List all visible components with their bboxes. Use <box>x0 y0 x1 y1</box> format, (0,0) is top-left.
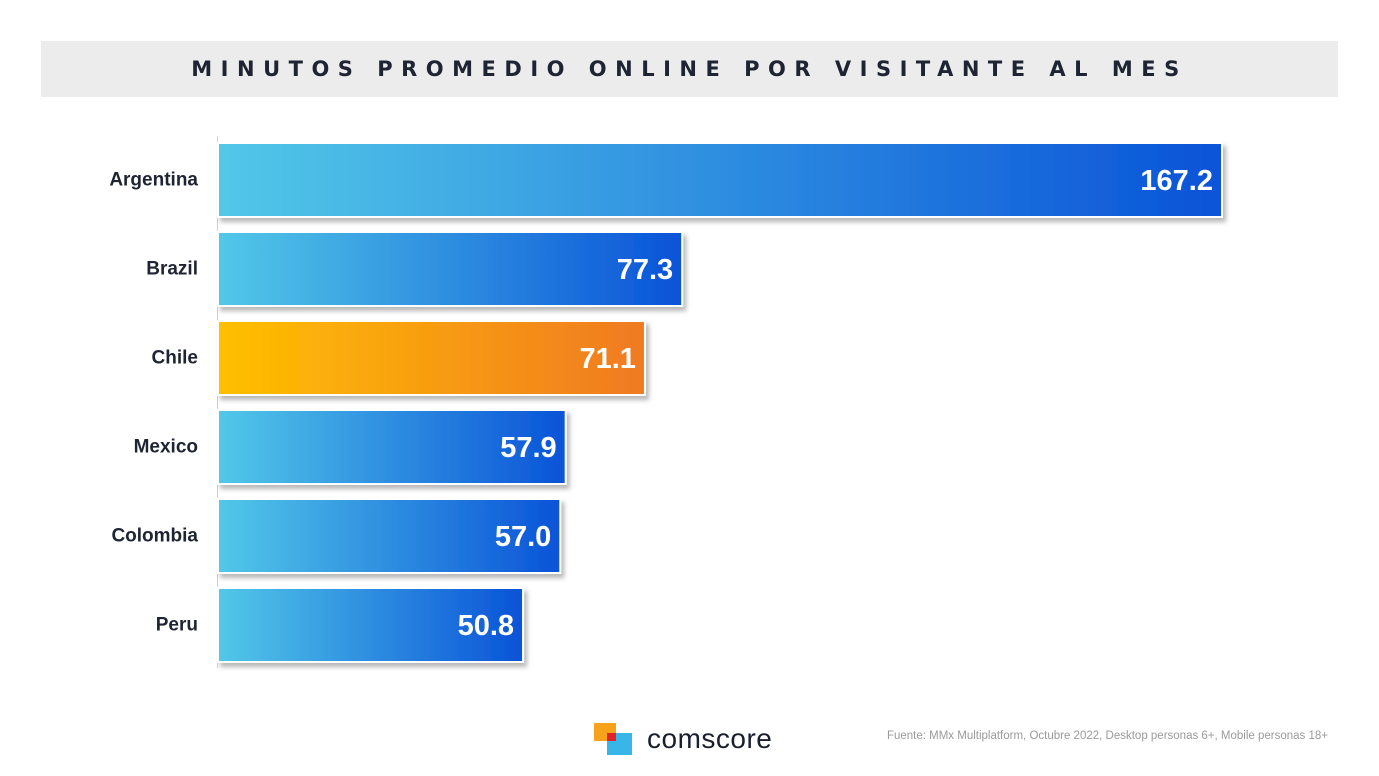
bar-brazil <box>217 231 684 307</box>
chart-title: MINUTOS PROMEDIO ONLINE POR VISITANTE AL… <box>191 57 1188 81</box>
bar-argentina <box>217 142 1223 218</box>
title-band: MINUTOS PROMEDIO ONLINE POR VISITANTE AL… <box>41 41 1338 97</box>
category-label-mexico: Mexico <box>134 437 198 458</box>
value-label-mexico: 57.9 <box>500 432 556 464</box>
category-label-argentina: Argentina <box>109 170 198 191</box>
category-label-peru: Peru <box>156 615 198 636</box>
comscore-logo: comscore <box>594 722 772 756</box>
value-label-peru: 50.8 <box>458 610 514 642</box>
category-label-colombia: Colombia <box>111 526 198 547</box>
bar-chile <box>217 320 646 396</box>
comscore-wordmark: comscore <box>647 723 773 754</box>
bar-mexico <box>217 409 567 485</box>
bar-colombia <box>217 498 562 574</box>
value-label-argentina: 167.2 <box>1140 165 1213 197</box>
value-label-brazil: 77.3 <box>617 254 673 286</box>
category-label-brazil: Brazil <box>146 259 198 280</box>
source-note: Fuente: MMx Multiplatform, Octubre 2022,… <box>886 730 1328 742</box>
bar-peru <box>217 587 525 663</box>
value-label-colombia: 57.0 <box>495 521 551 553</box>
comscore-logo-icon <box>594 723 632 755</box>
category-label-chile: Chile <box>152 348 198 369</box>
value-label-chile: 71.1 <box>579 343 635 375</box>
